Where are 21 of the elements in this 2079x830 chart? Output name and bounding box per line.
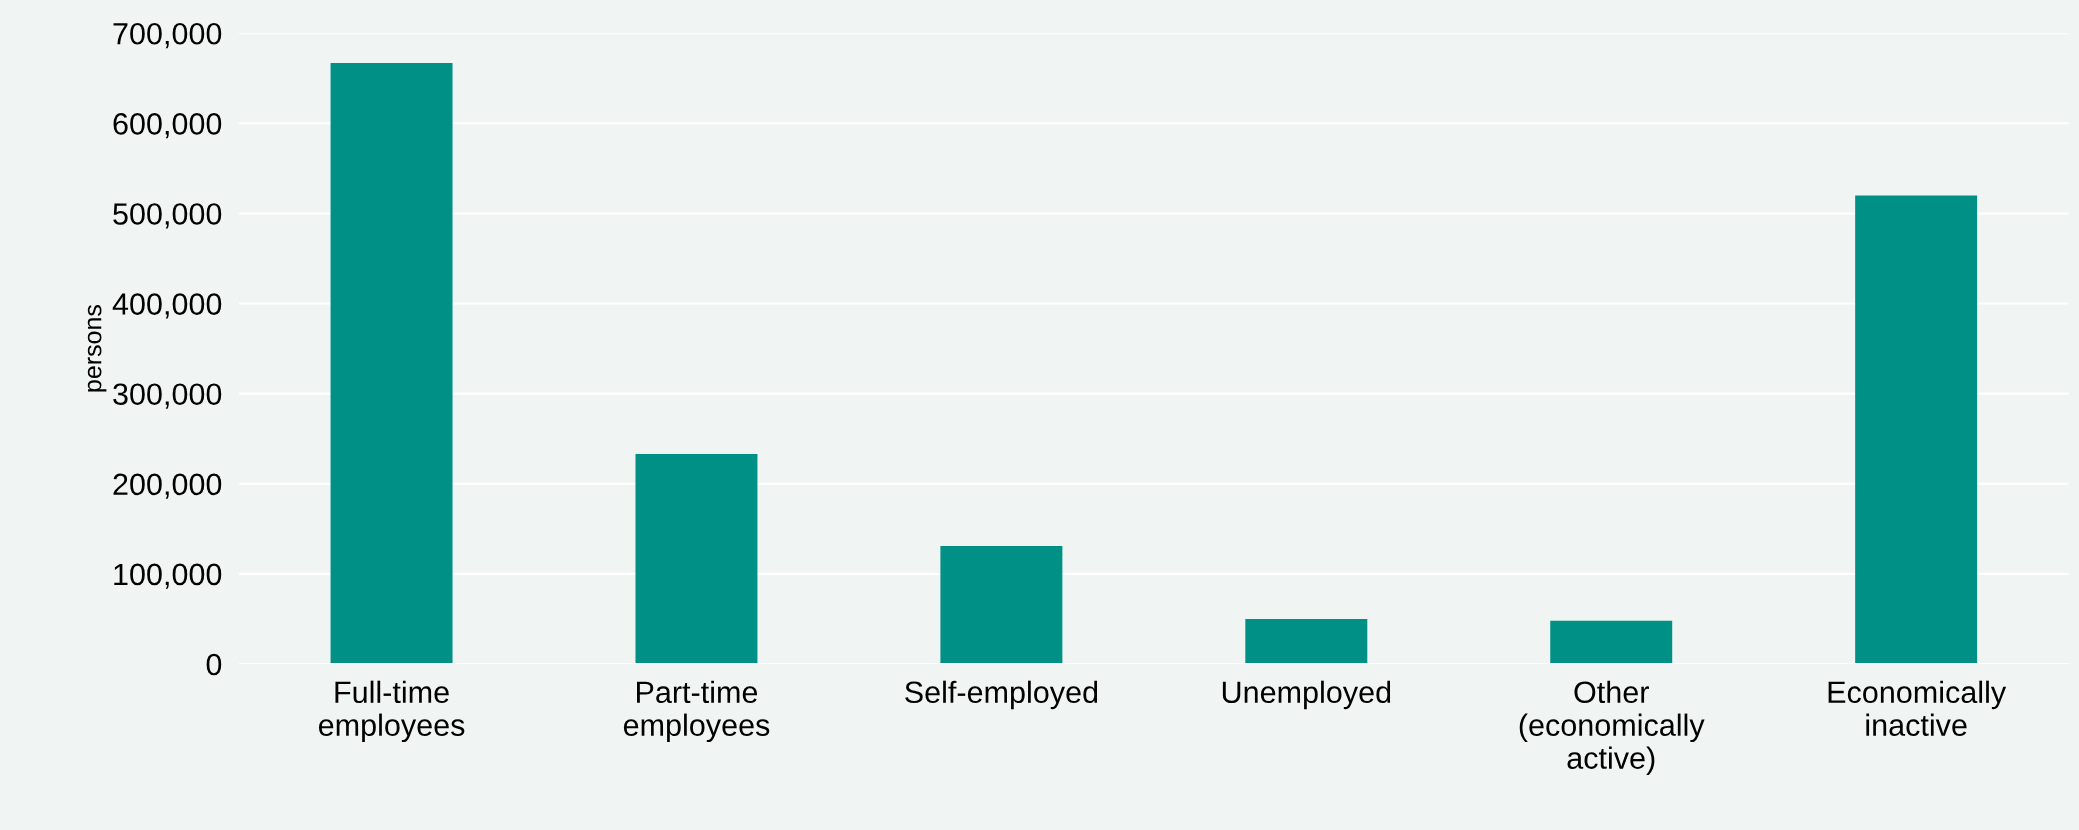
x-tick-label: Self-employed xyxy=(905,680,1098,710)
x-tick-label: Part-time employees xyxy=(623,680,770,743)
y-tick-label: 700,000 xyxy=(113,22,222,49)
y-tick-label: 500,000 xyxy=(113,203,222,229)
bar xyxy=(635,454,758,664)
x-tick-label: Full-time employees xyxy=(318,680,465,743)
bar xyxy=(1550,620,1673,664)
y-tick-label: 400,000 xyxy=(112,293,222,319)
x-tick-label: Other (economically active) xyxy=(1519,680,1705,775)
x-tick-label: Economically inactive xyxy=(1828,680,2007,737)
y-tick-label: 100,000 xyxy=(114,563,222,589)
x-tick-label: Unemployed xyxy=(1222,680,1391,710)
y-tick-label: 200,000 xyxy=(113,473,222,499)
bar xyxy=(330,62,453,664)
y-tick-label: 300,000 xyxy=(113,383,222,409)
bar xyxy=(1855,195,1978,664)
y-tick-label: 600,000 xyxy=(113,113,222,139)
bar xyxy=(940,545,1063,664)
y-tick-label: 0 xyxy=(206,653,222,676)
y-axis-title: persons xyxy=(87,305,107,392)
bar xyxy=(1245,618,1368,664)
